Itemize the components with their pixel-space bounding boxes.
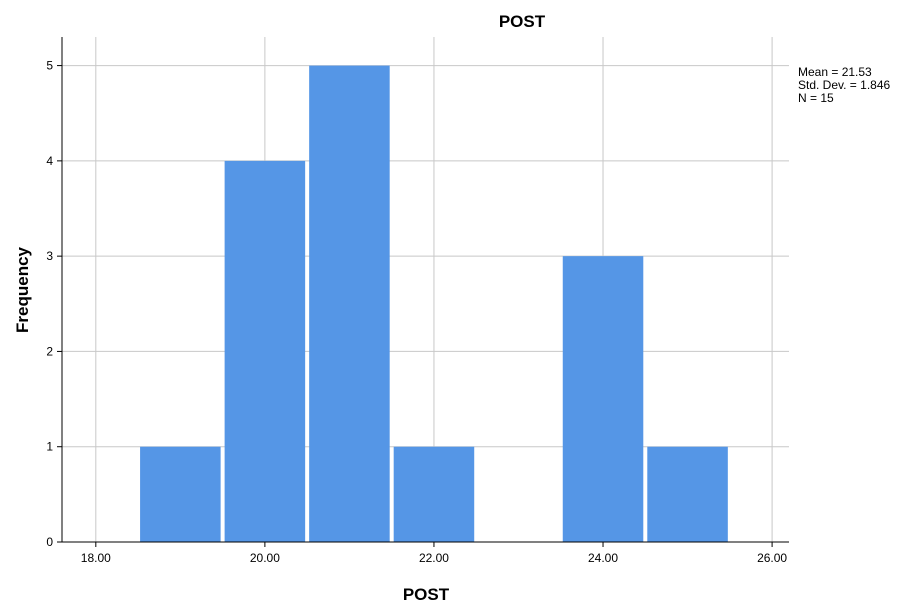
histogram-bar-1 (224, 160, 306, 542)
histogram-bar-2 (309, 65, 390, 543)
x-axis-ticks: 18.00 20.00 22.00 24.00 26.00 (81, 542, 787, 565)
chart-title: POST (499, 12, 546, 31)
y-tick-label-4: 4 (46, 154, 53, 168)
y-tick-label-2: 2 (46, 344, 53, 358)
stats-box: Mean = 21.53 Std. Dev. = 1.846 N = 15 (798, 65, 890, 105)
x-tick-label-2: 22.00 (419, 551, 449, 565)
histogram-bar-6 (647, 446, 728, 542)
x-tick-label-1: 20.00 (250, 551, 280, 565)
histogram-bar-0 (140, 446, 221, 542)
y-tick-label-0: 0 (46, 535, 53, 549)
stats-std-dev: Std. Dev. = 1.846 (798, 78, 890, 92)
x-tick-label-0: 18.00 (81, 551, 111, 565)
histogram-bar-5 (562, 256, 644, 542)
y-tick-label-5: 5 (46, 59, 53, 73)
x-tick-label-4: 26.00 (757, 551, 787, 565)
stats-mean: Mean = 21.53 (798, 65, 872, 79)
axes (61, 37, 789, 543)
y-axis-ticks: 0 1 2 3 4 5 (46, 59, 62, 549)
stats-n: N = 15 (798, 91, 834, 105)
histogram-bars (140, 65, 728, 543)
y-axis-title: Frequency (13, 246, 32, 333)
y-tick-label-1: 1 (46, 440, 53, 454)
x-tick-label-3: 24.00 (588, 551, 618, 565)
x-axis-title: POST (403, 585, 450, 604)
y-tick-label-3: 3 (46, 249, 53, 263)
histogram-bar-3 (393, 446, 475, 542)
